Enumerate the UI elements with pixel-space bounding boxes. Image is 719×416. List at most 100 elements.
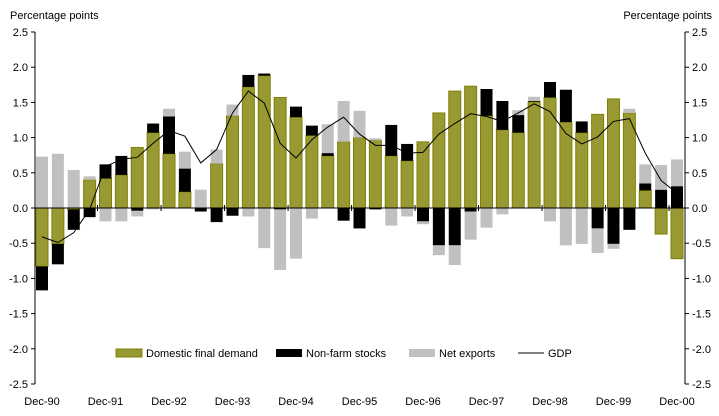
bar-non-farm-stocks-dec-94 (290, 106, 302, 118)
bar-net-exports-mar-96 (369, 138, 382, 141)
bar-net-exports-sep-99 (591, 228, 604, 254)
bar-domestic-final-demand-sep-95 (337, 141, 351, 209)
bar-non-farm-stocks-jun-99 (575, 121, 588, 133)
bar-non-farm-stocks-sep-96 (401, 143, 414, 161)
bar-non-farm-stocks-jun-94 (258, 73, 271, 76)
right-y-tick-label: 1.5 (692, 97, 707, 109)
bar-net-exports-jun-92 (131, 210, 144, 217)
bar-non-farm-stocks-mar-91 (51, 243, 64, 265)
x-tick-label: Dec-92 (151, 396, 186, 408)
bar-net-exports-dec-99 (607, 243, 620, 249)
bar-domestic-final-demand-sep-97 (464, 85, 478, 209)
bar-non-farm-stocks-dec-99 (607, 208, 620, 244)
left-y-tick-label: -1.5 (9, 309, 28, 321)
bar-net-exports-mar-97 (432, 245, 445, 256)
bar-net-exports-jun-93 (194, 189, 207, 208)
bar-domestic-final-demand-sep-92 (146, 132, 160, 209)
bar-net-exports-jun-91 (67, 169, 80, 208)
bar-net-exports-dec-96 (417, 221, 429, 225)
bar-non-farm-stocks-mar-95 (305, 125, 318, 136)
bar-domestic-final-demand-sep-93 (210, 163, 224, 209)
bar-non-farm-stocks-sep-92 (147, 123, 160, 133)
bar-net-exports-jun-94 (258, 208, 271, 249)
x-tick-label: Dec-98 (532, 396, 567, 408)
bar-domestic-final-demand-mar-91 (51, 207, 65, 245)
right-y-tick-label: -0.5 (692, 238, 711, 250)
bar-non-farm-stocks-jun-96 (385, 124, 398, 156)
left-y-tick-label: -2.5 (9, 379, 28, 391)
x-tick-label: Dec-93 (215, 396, 250, 408)
bar-domestic-final-demand-dec-93 (226, 115, 239, 209)
bar-non-farm-stocks-mar-94 (242, 74, 255, 87)
bar-domestic-final-demand-mar-96 (368, 139, 382, 209)
left-y-tick-label: 2.5 (13, 27, 28, 39)
bar-domestic-final-demand-jun-00 (638, 189, 652, 209)
legend-swatch-domestic-final-demand (115, 348, 143, 358)
bar-domestic-final-demand-jun-92 (130, 146, 144, 209)
bar-net-exports-sep-92 (147, 208, 160, 210)
right-axis-label: Percentage points (623, 10, 712, 22)
x-tick-label: Dec-00 (659, 396, 694, 408)
left-y-tick-label: 0.0 (13, 203, 28, 215)
bar-non-farm-stocks-sep-98 (528, 100, 541, 102)
bar-domestic-final-demand-jun-97 (448, 90, 462, 209)
legend-label-domestic-final-demand: Domestic final demand (146, 348, 258, 360)
right-y-tick-label: -1.5 (692, 309, 711, 321)
bar-domestic-final-demand-sep-94 (273, 96, 287, 209)
bar-net-exports-sep-98 (528, 96, 541, 101)
left-y-tick-label: 2.0 (13, 62, 28, 74)
bar-domestic-final-demand-sep-96 (400, 160, 414, 209)
x-tick-label: Dec-97 (469, 396, 504, 408)
bar-domestic-final-demand-jun-96 (384, 155, 398, 209)
bar-domestic-final-demand-dec-98 (543, 96, 557, 209)
bar-net-exports-dec-97 (480, 208, 493, 228)
bar-domestic-final-demand-dec-95 (353, 137, 366, 209)
bar-net-exports-dec-90 (36, 156, 48, 208)
bar-non-farm-stocks-mar-96 (369, 208, 382, 210)
bar-domestic-final-demand-mar-98 (495, 129, 509, 209)
right-y-tick-label: 0.5 (692, 168, 707, 180)
bar-domestic-final-demand-dec-94 (289, 116, 303, 209)
bar-non-farm-stocks-sep-93 (210, 208, 223, 223)
right-y-tick-label: -2.5 (692, 379, 711, 391)
bar-net-exports-sep-95 (337, 100, 350, 142)
legend: Domestic final demand Non-farm stocks Ne… (115, 348, 572, 360)
x-tick-label: Dec-91 (88, 396, 123, 408)
legend-label-gdp: GDP (548, 348, 572, 360)
legend-label-non-farm-stocks: Non-farm stocks (306, 348, 387, 360)
bar-net-exports-mar-93 (178, 151, 191, 169)
left-y-tick-label: 1.0 (13, 133, 28, 145)
left-axis-label: Percentage points (10, 10, 99, 22)
bar-domestic-final-demand-sep-99 (591, 113, 605, 209)
bar-domestic-final-demand-sep-00 (654, 207, 668, 235)
bar-domestic-final-demand-dec-99 (607, 98, 620, 209)
x-tick-label: Dec-99 (596, 396, 631, 408)
bar-non-farm-stocks-mar-98 (496, 100, 509, 130)
bar-domestic-final-demand-sep-98 (527, 101, 541, 209)
bar-domestic-final-demand-dec-00 (670, 207, 684, 260)
right-y-tick-label: 0.0 (692, 203, 707, 215)
bar-domestic-final-demand-dec-92 (162, 153, 176, 209)
bar-non-farm-stocks-sep-99 (591, 208, 604, 229)
left-y-tick-label: -1.0 (9, 273, 28, 285)
bar-net-exports-mar-92 (115, 208, 128, 222)
bar-domestic-final-demand-mar-97 (432, 112, 446, 209)
x-tick-label: Dec-96 (405, 396, 440, 408)
bar-net-exports-dec-94 (290, 208, 302, 259)
right-y-tick-label: -1.0 (692, 273, 711, 285)
bar-non-farm-stocks-sep-94 (274, 208, 287, 210)
bar-net-exports-dec-92 (163, 108, 175, 117)
bar-domestic-final-demand-mar-92 (114, 174, 128, 209)
bar-non-farm-stocks-sep-00 (655, 189, 668, 208)
bar-non-farm-stocks-jun-00 (639, 183, 652, 191)
bar-non-farm-stocks-dec-96 (417, 208, 429, 222)
bar-domestic-final-demand-sep-91 (83, 179, 97, 209)
bar-net-exports-dec-98 (544, 208, 556, 222)
bar-domestic-final-demand-jun-94 (257, 75, 271, 209)
legend-swatch-net-exports (409, 349, 435, 357)
bar-domestic-final-demand-dec-97 (480, 115, 493, 209)
bar-non-farm-stocks-dec-95 (353, 208, 366, 229)
bar-net-exports-sep-00 (655, 165, 668, 190)
right-y-tick-label: 2.5 (692, 27, 707, 39)
bar-net-exports-sep-94 (274, 209, 287, 270)
